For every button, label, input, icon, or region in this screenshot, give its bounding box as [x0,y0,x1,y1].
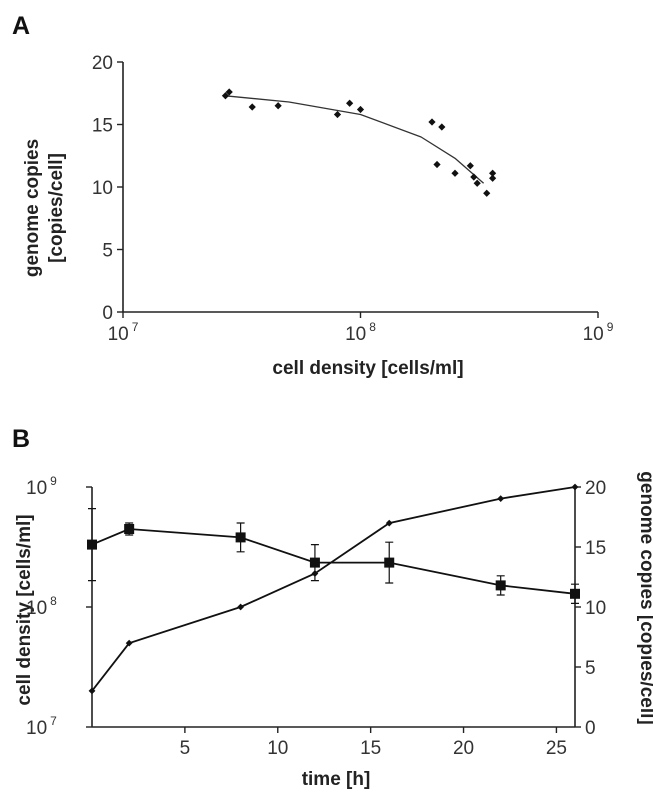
panel-a-data-point [248,103,256,111]
panel-b-square-marker [570,588,580,599]
panel-b-square-marker [384,557,395,568]
panel-a-y-tick-label: 0 [102,303,113,324]
panel-a-data-point [221,92,230,100]
panel-a-data-point [470,173,478,181]
panel-a-ylabel-line1: genome copies [22,139,43,277]
panel-a-data-point [473,179,481,187]
panel-b-left-tick-label: 10 9 [26,474,57,499]
panel-a-data-point [466,162,474,170]
panel-a-xlabel: cell density [cells/ml] [272,358,463,379]
panel-b-right-tick-label: 15 [585,538,606,559]
panel-a-x-ticks: 10 7 10 8 10 9 [108,312,614,345]
panel-b-x-ticks: 5 10 15 20 25 [180,727,567,759]
panel-a-y-axis-title: genome copies [copies/cell] [22,139,67,277]
panel-b-square-marker [124,524,135,534]
panel-a-x-tick-label: 10 7 [108,320,139,345]
panel-a-data-point [489,169,497,177]
panel-b: B cell density [cells/ml] genome copies … [12,425,653,790]
panel-a-data-point [333,110,342,119]
panel-b-square-marker [309,557,320,568]
panel-b-diamond-marker [125,639,133,647]
panel-b-x-tick-label: 5 [180,738,191,759]
panel-b-right-ticks: 0 5 10 15 20 [575,478,606,739]
panel-a-label: A [12,12,30,40]
panel-b-x-tick-label: 25 [546,738,567,759]
panel-a-ylabel-line2: [copies/cell] [46,153,67,263]
panel-a-data-point [225,88,233,96]
panel-b-x-tick-label: 15 [360,738,381,759]
panel-b-right-tick-label: 5 [585,658,596,679]
panel-a-marks [221,88,497,197]
panel-b-left-ylabel: cell density [cells/ml] [14,514,35,705]
panel-a: A genome copies [copies/cell] 0 5 10 15 20 1… [12,12,614,379]
panel-b-xlabel: time [h] [302,769,371,790]
panel-a-data-point [451,169,459,177]
panel-a-data-point [428,118,436,126]
panel-b-right-tick-label: 10 [585,598,606,619]
panel-a-y-tick-label: 20 [92,53,113,74]
panel-a-x-tick-label: 10 8 [345,320,376,345]
panel-a-data-point [346,99,354,107]
panel-b-x-tick-label: 20 [453,738,474,759]
panel-b-square-marker [495,580,506,591]
panel-b-diamond-marker [385,519,393,527]
panel-a-x-tick-label: 10 9 [583,320,614,345]
panel-a-y-tick-label: 10 [92,178,113,199]
panel-b-left-tick-label: 10 7 [26,714,57,739]
panel-b-square-marker [87,539,97,550]
panel-b-diamond-marker [237,603,245,611]
panel-a-y-tick-label: 5 [102,241,113,262]
panel-b-right-tick-label: 0 [585,718,596,739]
panel-b-square-marker [235,532,246,543]
panel-a-data-point [433,160,441,169]
panel-b-label: B [12,425,30,453]
panel-a-data-point [274,102,282,110]
panel-a-y-ticks: 0 5 10 15 20 [92,53,123,324]
panel-a-y-tick-label: 15 [92,116,113,137]
panel-a-data-point [489,174,497,182]
panel-a-fit-curve [225,95,485,184]
panel-a-data-point [483,189,491,197]
panel-b-diamond-marker [571,483,579,491]
panel-b-left-tick-label: 10 8 [26,594,57,619]
panel-b-diamond-marker [497,495,505,503]
panel-a-data-point [356,105,365,114]
panel-b-x-tick-label: 10 [267,738,288,759]
panel-b-marks [87,483,580,695]
panel-a-data-point [438,123,446,131]
panel-b-right-tick-label: 20 [585,478,606,499]
panel-b-right-ylabel: genome copies [copies/cell] [636,471,653,724]
panel-b-diamond-marker [88,687,96,695]
